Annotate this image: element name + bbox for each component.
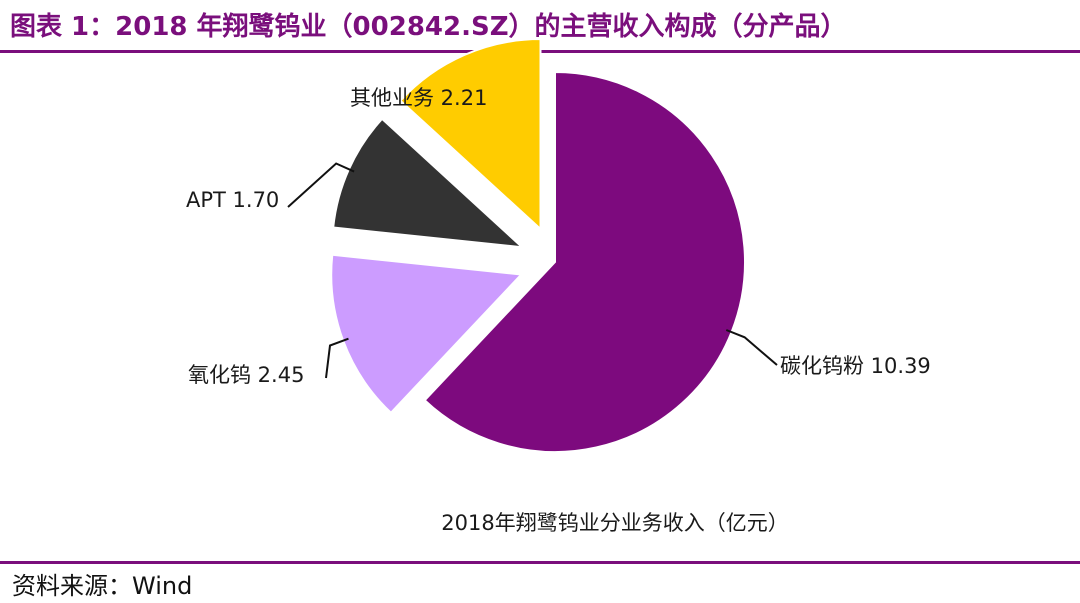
leader-lines [287, 162, 778, 379]
chart-caption: 2018年翔鹭钨业分业务收入（亿元） [441, 511, 788, 535]
source-note: 资料来源：Wind [12, 572, 193, 600]
slice-label-3: APT 1.70 [186, 188, 279, 212]
slice-label-4: 其他业务 2.21 [350, 86, 487, 110]
slice-label-2: 氧化钨 2.45 [188, 363, 304, 387]
chart-title: 图表 1：2018 年翔鹭钨业（002842.SZ）的主营收入构成（分产品） [10, 12, 847, 42]
source-divider [0, 561, 1080, 564]
pie-chart: 碳化钨粉 10.39 氧化钨 2.45 APT 1.70 其他业务 2.21 2018… [186, 38, 931, 535]
slice-label-1: 碳化钨粉 10.39 [780, 354, 931, 378]
leader-line-1 [725, 329, 778, 366]
slice-labels: 碳化钨粉 10.39 氧化钨 2.45 APT 1.70 其他业务 2.21 [186, 86, 931, 387]
pie-slice-4 [399, 38, 542, 232]
leader-line-2 [325, 337, 349, 379]
leader-line-3 [287, 162, 355, 208]
